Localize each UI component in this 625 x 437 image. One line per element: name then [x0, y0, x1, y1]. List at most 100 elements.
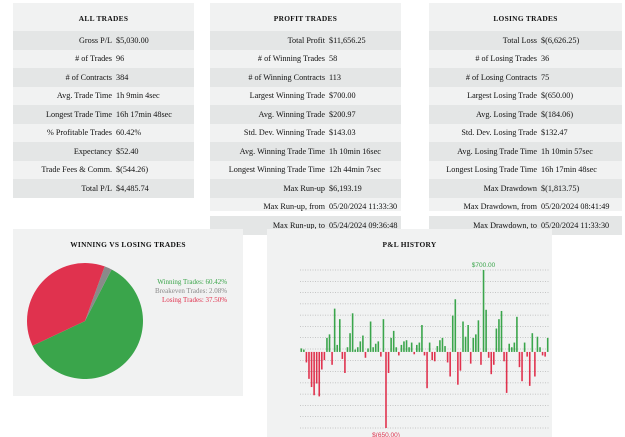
pie-chart: [26, 262, 143, 379]
pl-history-panel: P&L HISTORY $700.00 $(650.00): [267, 229, 552, 437]
stat-row: Avg. Trade Time 1h 9min 4sec: [13, 87, 194, 106]
pl-bar: [400, 344, 403, 352]
stat-value: 113: [329, 68, 401, 87]
stat-row: Largest Losing Trade $(650.00): [429, 87, 622, 106]
pl-bar: [485, 309, 487, 352]
pl-bar: [500, 310, 503, 352]
stat-value: 58: [329, 54, 338, 64]
stat-label: Longest Losing Trade Time: [446, 165, 537, 175]
pl-bar: [493, 351, 495, 365]
pl-bar: [521, 351, 523, 382]
pl-bar: [313, 351, 315, 396]
pl-bar: [305, 351, 308, 363]
stat-row: Avg. Winning Trade Time 1h 10min 16sec: [210, 142, 401, 161]
pl-bar: [459, 351, 462, 371]
stat-row: Expectancy $52.40: [13, 142, 194, 161]
stat-row: Largest Winning Trade $700.00: [210, 87, 401, 106]
stat-label: Max Drawdown, from: [463, 202, 537, 212]
stat-label: Expectancy: [13, 142, 116, 161]
pl-bar: [392, 330, 395, 352]
pl-bar: [413, 351, 416, 355]
pl-bar: [526, 351, 528, 357]
pie-slice-losing: [26, 262, 105, 346]
pl-bar: [446, 351, 449, 363]
stat-row: Max Drawdown $(1,813.75): [429, 179, 622, 198]
stat-value: 1h 10min 57sec: [541, 142, 622, 161]
stats-table: Total Profit $11,656.25 # of Winning Trade…: [210, 31, 401, 235]
stat-label: Std. Dev. Losing Trade: [461, 128, 537, 138]
stat-label: Max Drawdown: [429, 179, 541, 198]
pl-bar: [487, 351, 490, 358]
pl-bar: [408, 347, 410, 352]
stat-label: Largest Losing Trade: [467, 91, 537, 101]
pl-bar: [477, 320, 480, 352]
pl-bar: [349, 333, 351, 352]
stat-row: % Profitable Trades 60.42%: [13, 124, 194, 143]
stat-row: Trade Fees & Comm. $(544.26): [13, 161, 194, 180]
panel-title: LOSING TRADES: [493, 14, 558, 23]
stat-label: # of Losing Contracts: [429, 68, 541, 87]
stat-label: Gross P/L: [13, 31, 116, 50]
stats-table: Gross P/L $5,030.00 # of Trades 96 # of Cont…: [13, 31, 194, 198]
stat-label: # of Trades: [75, 54, 112, 64]
stat-value: $700.00: [329, 91, 356, 101]
stat-value: 05/20/2024 11:33:30: [329, 202, 398, 212]
pl-bar: [444, 346, 446, 352]
stat-value: 60.42%: [116, 128, 142, 138]
stat-label: Total Loss: [429, 31, 541, 50]
stat-value: $5,030.00: [116, 31, 194, 50]
stat-label: Avg. Winning Trade: [210, 105, 329, 124]
pl-bar: [436, 346, 439, 352]
stat-label: # of Contracts: [13, 68, 116, 87]
pl-bar: [331, 351, 333, 365]
stat-label: Avg. Trade Time: [56, 91, 112, 101]
pl-bar: [490, 351, 493, 375]
stat-row: Total Loss $(6,626.25): [429, 31, 622, 50]
stat-value: $52.40: [116, 142, 194, 161]
stat-row: Longest Trade Time 16h 17min 48sec: [13, 105, 194, 124]
pl-bar: [516, 316, 518, 352]
pl-bar: [410, 342, 413, 352]
pl-bar: [539, 347, 541, 352]
pl-bar: [464, 336, 467, 352]
stat-row: Std. Dev. Winning Trade $143.03: [210, 124, 401, 143]
pl-bar: [541, 351, 544, 356]
win-loss-chart-panel: WINNING VS LOSING TRADES Winning Trades:…: [13, 229, 243, 396]
pl-bar: [405, 340, 408, 352]
stat-row: Avg. Losing Trade Time 1h 10min 57sec: [429, 142, 622, 161]
pl-bar: [321, 351, 323, 370]
pl-bar: [303, 349, 305, 352]
pl-bar: [472, 337, 475, 352]
stat-label: Longest Trade Time: [13, 105, 116, 124]
pl-bar: [310, 351, 313, 388]
pl-bar: [534, 351, 536, 377]
stat-value: $132.47: [541, 128, 568, 138]
min-bar-label: $(650.00): [372, 432, 400, 437]
pl-bar: [495, 328, 498, 352]
stat-value: 1h 9min 4sec: [116, 91, 160, 101]
stat-value: 16h 17min 48sec: [541, 165, 597, 175]
all-trades-panel: ALL TRADES Gross P/L $5,030.00 # of Trades…: [13, 3, 194, 198]
stat-label: Total Profit: [210, 31, 329, 50]
pl-bar: [503, 351, 505, 362]
stat-value: $11,656.25: [329, 31, 401, 50]
pl-bar: [482, 270, 485, 352]
stat-value: 36: [541, 54, 550, 64]
stat-label: Avg. Winning Trade Time: [210, 142, 329, 161]
stat-label: Max Run-up: [210, 179, 329, 198]
pl-bar: [318, 351, 321, 397]
pl-bar: [510, 347, 513, 352]
stat-value: 12h 44min 7sec: [329, 165, 381, 175]
pl-bar: [362, 335, 364, 352]
stat-label: % Profitable Trades: [46, 128, 112, 138]
pl-bar: [364, 351, 367, 358]
pl-bar: [416, 344, 418, 352]
pl-bar: [351, 313, 354, 352]
stat-row: Longest Winning Trade Time 12h 44min 7sec: [210, 161, 401, 180]
stats-table: Total Loss $(6,626.25) # of Losing Trades 3…: [429, 31, 622, 235]
stat-value: $(184.06): [541, 105, 622, 124]
pl-bar: [528, 351, 531, 386]
stat-row: Longest Losing Trade Time 16h 17min 48sec: [429, 161, 622, 180]
pl-bar: [449, 351, 451, 377]
pl-bar: [390, 337, 392, 352]
